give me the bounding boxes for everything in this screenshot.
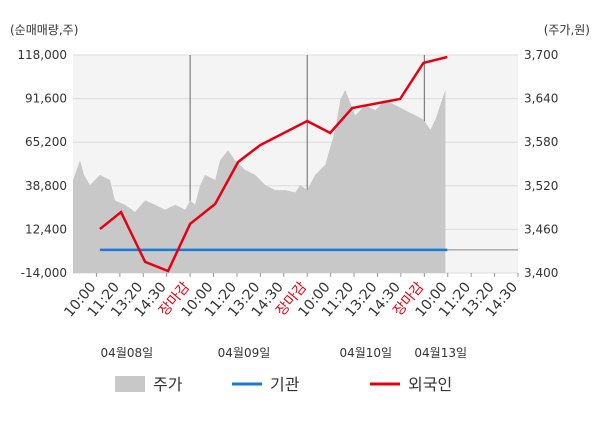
legend-swatch bbox=[115, 376, 145, 392]
day-label: 04월09일 bbox=[218, 346, 271, 360]
y-tick-label: 65,200 bbox=[25, 135, 67, 149]
y-tick-label: -14,000 bbox=[21, 266, 67, 280]
y2-tick-label: 3,400 bbox=[524, 266, 558, 280]
day-label: 04월13일 bbox=[414, 346, 467, 360]
y2-axis-title: (주가,원) bbox=[544, 23, 590, 37]
y2-tick-label: 3,580 bbox=[524, 135, 558, 149]
price-area bbox=[73, 89, 446, 273]
y-tick-label: 12,400 bbox=[25, 222, 67, 236]
y2-tick-label: 3,640 bbox=[524, 92, 558, 106]
y2-tick-label: 3,520 bbox=[524, 179, 558, 193]
y-tick-label: 91,600 bbox=[25, 92, 67, 106]
y-axis-title: (순매매량,주) bbox=[10, 23, 78, 37]
day-label: 04월08일 bbox=[101, 346, 154, 360]
y2-tick-label: 3,700 bbox=[524, 48, 558, 62]
legend-label: 주가 bbox=[153, 375, 183, 394]
y2-tick-label: 3,460 bbox=[524, 222, 558, 236]
day-label: 04월10일 bbox=[339, 346, 392, 360]
legend-label: 기관 bbox=[270, 375, 300, 394]
legend-label: 외국인 bbox=[408, 375, 452, 394]
y-tick-label: 118,000 bbox=[17, 48, 67, 62]
y-tick-label: 38,800 bbox=[25, 179, 67, 193]
series-line bbox=[99, 55, 448, 273]
